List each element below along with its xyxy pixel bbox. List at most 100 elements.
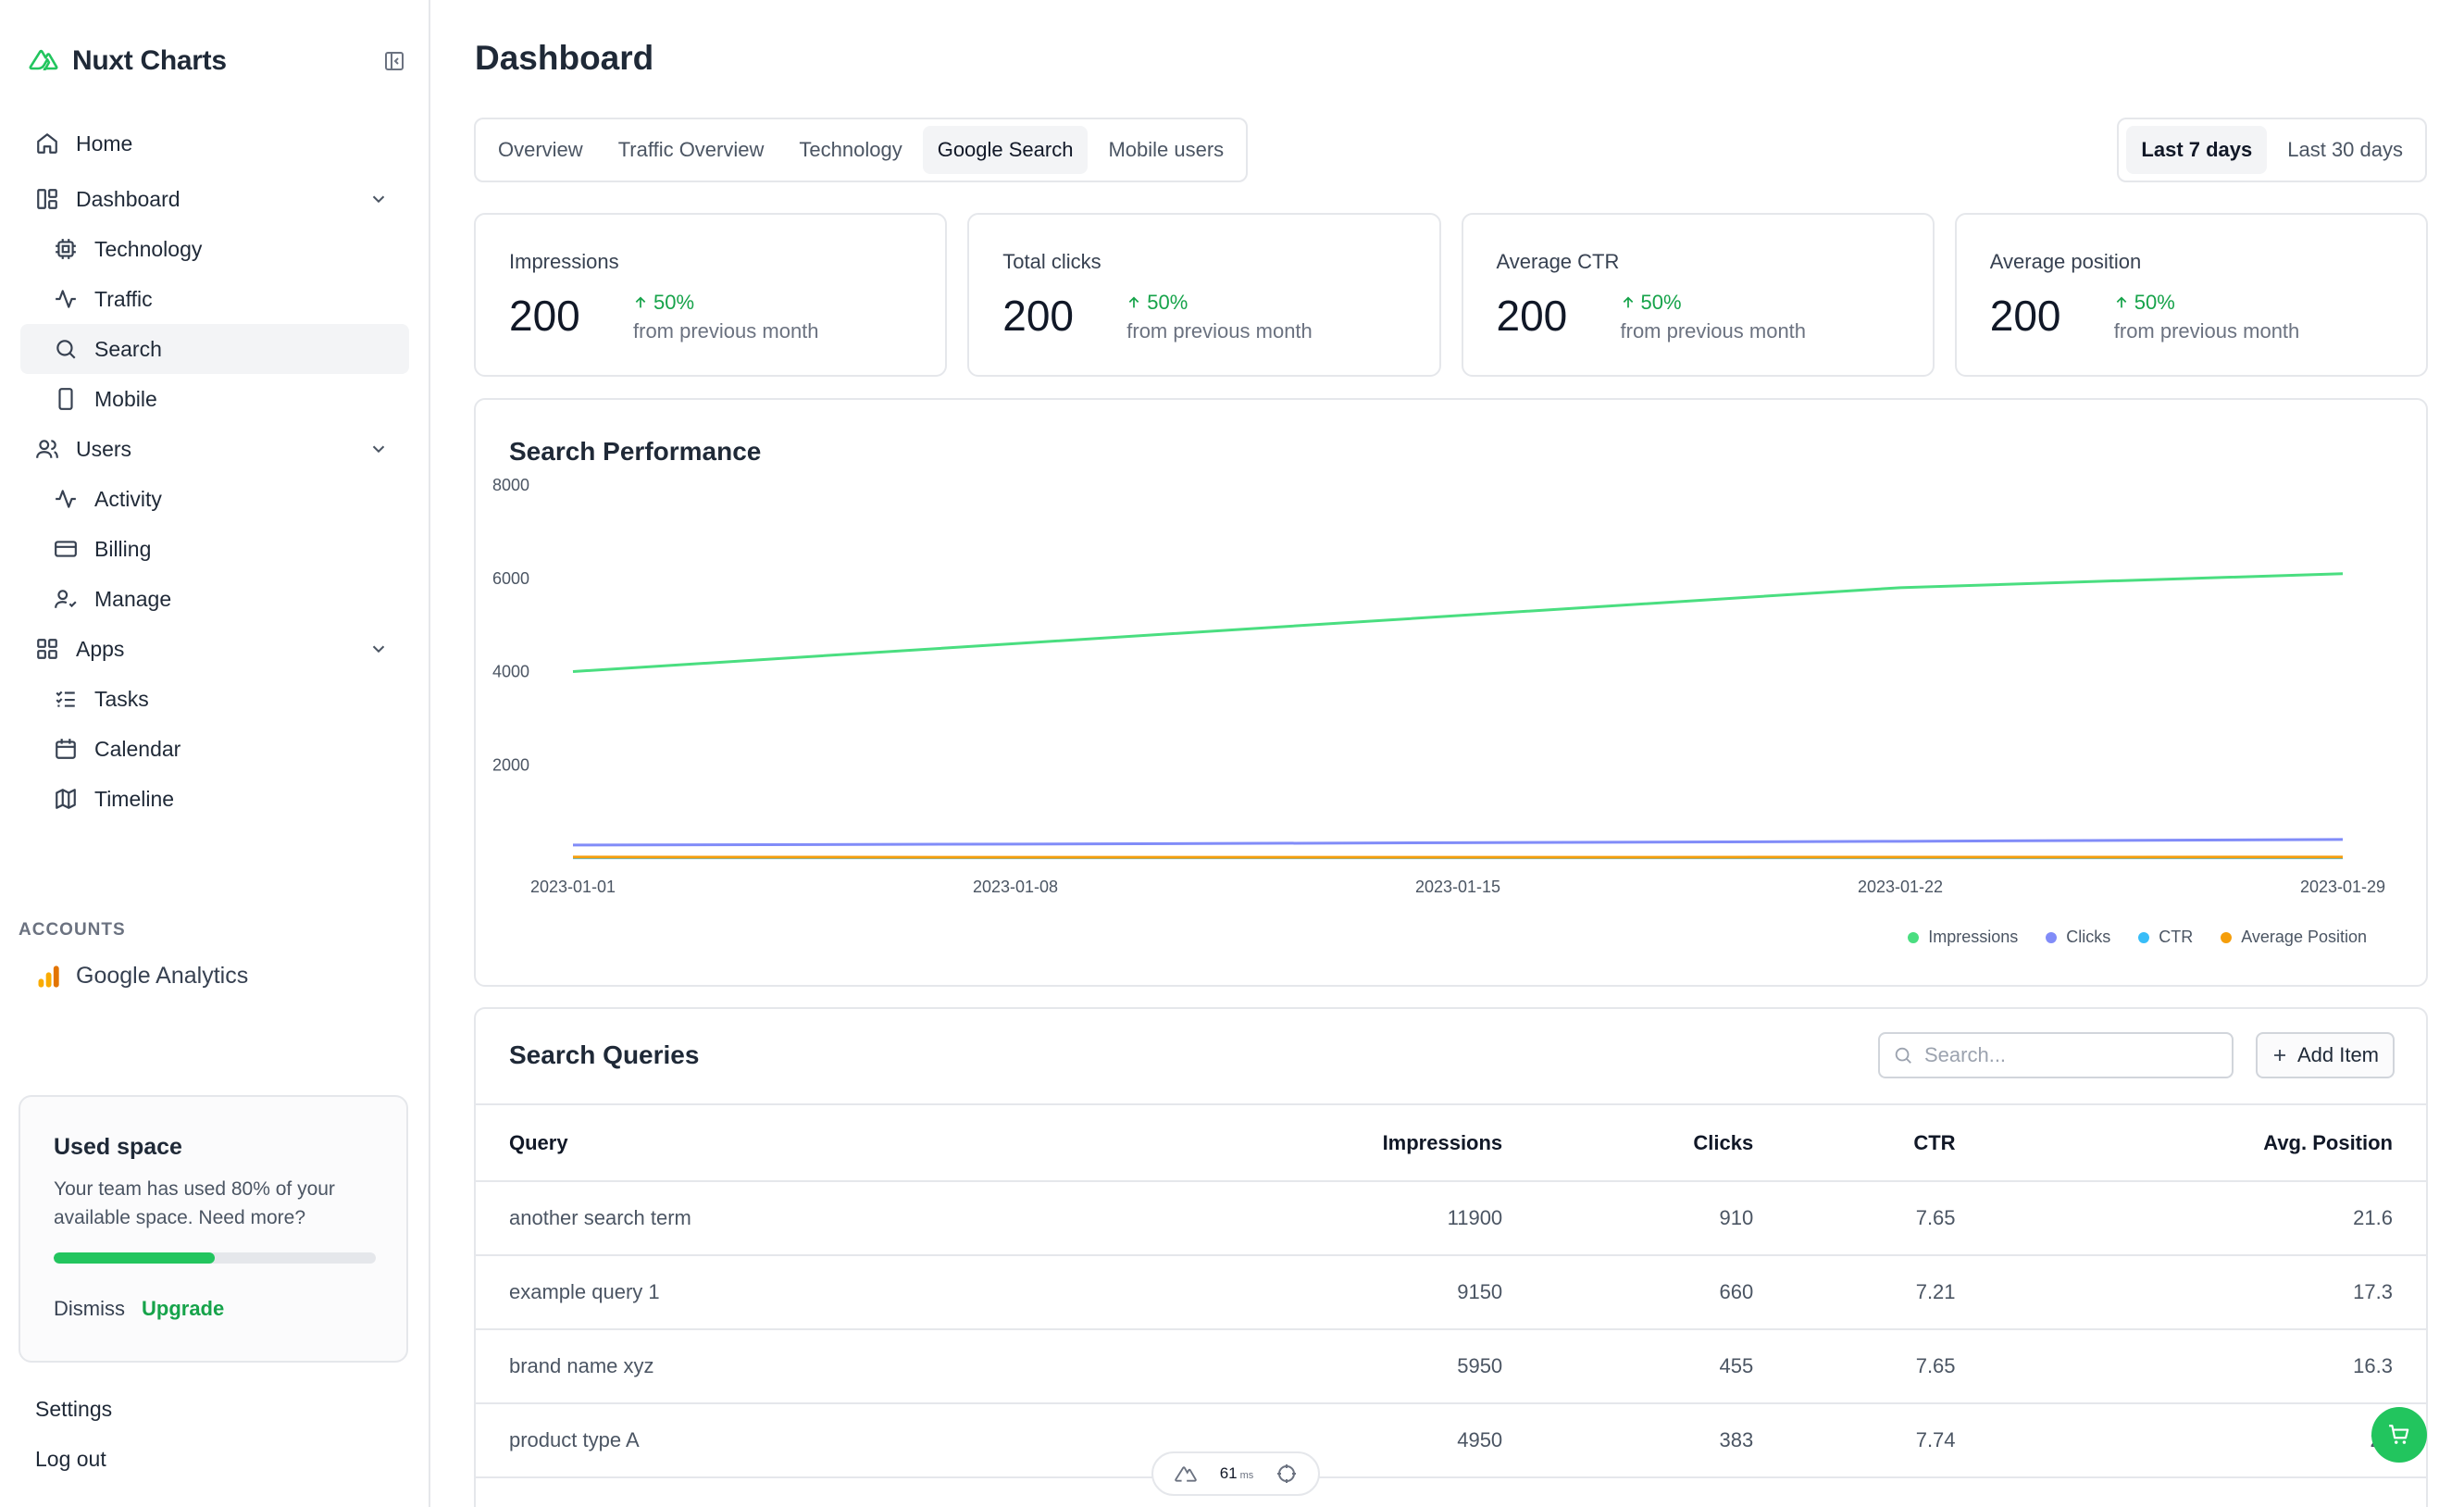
upgrade-link[interactable]: Upgrade (142, 1297, 225, 1320)
y-tick-label: 4000 (492, 663, 529, 681)
tab-mobile-users[interactable]: Mobile users (1108, 138, 1225, 161)
legend-dot (2046, 931, 2058, 943)
table-row[interactable]: another search term 11900 910 7.65 21.6 (476, 1181, 2426, 1256)
stat-label: Average position (1989, 250, 2142, 273)
sidebar-item-calendar[interactable]: Calendar (20, 724, 409, 774)
sidebar: Nuxt Charts Home Dashboard Technology Tr… (0, 0, 430, 1507)
tab-technology[interactable]: Technology (799, 138, 902, 161)
sidebar-item-activity[interactable]: Activity (20, 474, 409, 524)
stat-sub: from previous month (633, 319, 819, 342)
table-cell: 383 (1536, 1403, 1787, 1478)
home-icon (37, 133, 57, 154)
stat-change: 50% (633, 291, 694, 315)
chevron-down-icon (372, 195, 385, 204)
chart-legend: Impressions Clicks CTR Average Position (1908, 928, 2367, 947)
dismiss-link[interactable]: Dismiss (54, 1297, 125, 1320)
column-header[interactable]: Impressions (1124, 1105, 1537, 1182)
stat-value: 200 (509, 292, 580, 340)
table-cell: 11900 (1124, 1181, 1537, 1256)
sidebar-item-label: Dashboard (76, 186, 180, 211)
google-analytics-account[interactable]: Google Analytics (35, 963, 248, 990)
sidebar-item-manage[interactable]: Manage (20, 574, 409, 624)
cart-fab-button[interactable] (2371, 1407, 2427, 1463)
tab-traffic-overview[interactable]: Traffic Overview (617, 138, 765, 161)
column-header[interactable]: Clicks (1536, 1105, 1787, 1182)
accounts-label: ACCOUNTS (19, 920, 126, 940)
table-cell: 7.65 (1786, 1181, 1989, 1256)
stat-change-value: 50% (653, 291, 695, 314)
logout-link[interactable]: Log out (35, 1447, 106, 1471)
add-item-button[interactable]: Add Item (2256, 1032, 2395, 1078)
search-performance-card: Search Performance 2000 4000 6000 8000 2023-… (474, 398, 2428, 987)
legend-item[interactable]: Average Position (2221, 928, 2367, 947)
user-cog-icon (55, 590, 77, 608)
collapse-sidebar-button[interactable] (380, 46, 409, 76)
settings-link[interactable]: Settings (35, 1397, 113, 1421)
stat-change-value: 50% (2134, 291, 2175, 314)
sidebar-item-technology[interactable]: Technology (20, 224, 409, 274)
legend-item[interactable]: Impressions (1908, 928, 2018, 947)
stat-label: Total clicks (1002, 250, 1101, 273)
queries-search-input[interactable]: Search... (1878, 1032, 2234, 1078)
search-icon (56, 340, 76, 359)
date-range-toggle: Last 7 days Last 30 days (2117, 118, 2427, 182)
add-item-label: Add Item (2296, 1043, 2380, 1066)
stat-value: 200 (1496, 292, 1568, 340)
sidebar-item-home[interactable]: Home (20, 118, 409, 168)
legend-item[interactable]: Clicks (2046, 928, 2110, 947)
tab-google-search[interactable]: Google Search (922, 126, 1089, 174)
stat-change: 50% (1621, 291, 1682, 315)
nuxt-devtools-bar[interactable]: 61 ms (1151, 1451, 1320, 1496)
sidebar-item-label: Manage (94, 586, 172, 611)
sidebar-item-mobile[interactable]: Mobile (20, 374, 409, 424)
plus-icon (2273, 1050, 2285, 1061)
nuxt-logo-icon (1175, 1466, 1197, 1482)
sidebar-item-dashboard[interactable]: Dashboard (20, 174, 409, 224)
sidebar-item-label: Mobile (94, 386, 157, 411)
crosshair-icon (1277, 1464, 1297, 1483)
stat-card: Average CTR 200 50% from previous month (1461, 213, 1935, 377)
column-header[interactable]: Avg. Position (1988, 1105, 2426, 1182)
y-tick-label: 2000 (492, 755, 529, 774)
legend-dot (2138, 931, 2150, 943)
stat-sub: from previous month (2113, 319, 2300, 342)
sidebar-item-label: Activity (94, 486, 162, 511)
sidebar-item-label: Search (94, 336, 162, 361)
google-analytics-icon (38, 965, 59, 988)
table-cell: another search term (476, 1181, 1124, 1256)
sidebar-item-users[interactable]: Users (20, 424, 409, 474)
legend-item[interactable]: CTR (2138, 928, 2193, 947)
nuxt-logo-icon (28, 48, 59, 75)
sidebar-item-timeline[interactable]: Timeline (20, 774, 409, 824)
arrow-up-icon (1128, 296, 1139, 308)
column-header[interactable]: CTR (1786, 1105, 1989, 1182)
sidebar-item-billing[interactable]: Billing (20, 524, 409, 574)
sidebar-item-apps[interactable]: Apps (20, 624, 409, 674)
sidebar-item-search[interactable]: Search (20, 324, 409, 374)
stat-change: 50% (2114, 291, 2175, 315)
table-cell: 5950 (1124, 1329, 1537, 1404)
tab-overview[interactable]: Overview (498, 138, 583, 161)
stat-value: 200 (1989, 292, 2061, 340)
table-cell: 21.6 (1988, 1181, 2426, 1256)
table-row[interactable]: example query 1 9150 660 7.21 17.3 (476, 1255, 2426, 1330)
stat-change-value: 50% (1147, 291, 1188, 314)
sidebar-item-traffic[interactable]: Traffic (20, 274, 409, 324)
layout-dashboard-icon (37, 189, 57, 209)
map-icon (56, 789, 76, 809)
sidebar-item-label: Timeline (94, 786, 175, 811)
sidebar-item-tasks[interactable]: Tasks (20, 674, 409, 724)
column-header[interactable]: Query (476, 1105, 1124, 1182)
x-tick-label: 2023-01-29 (2300, 878, 2385, 896)
range-last-30-days[interactable]: Last 30 days (2287, 138, 2403, 161)
table-cell: 26 (1988, 1403, 2426, 1478)
search-queries-card: Search Queries Search... Add Item Query I… (474, 1007, 2428, 1507)
legend-dot (1908, 931, 1920, 943)
stat-change: 50% (1126, 291, 1188, 315)
table-cell: 17.3 (1988, 1255, 2426, 1330)
used-space-card: Used space Your team has used 80% of you… (19, 1095, 408, 1363)
table-row[interactable]: brand name xyz 5950 455 7.65 16.3 (476, 1329, 2426, 1404)
brand[interactable]: Nuxt Charts (28, 41, 227, 81)
range-last-7-days[interactable]: Last 7 days (2126, 126, 2268, 174)
